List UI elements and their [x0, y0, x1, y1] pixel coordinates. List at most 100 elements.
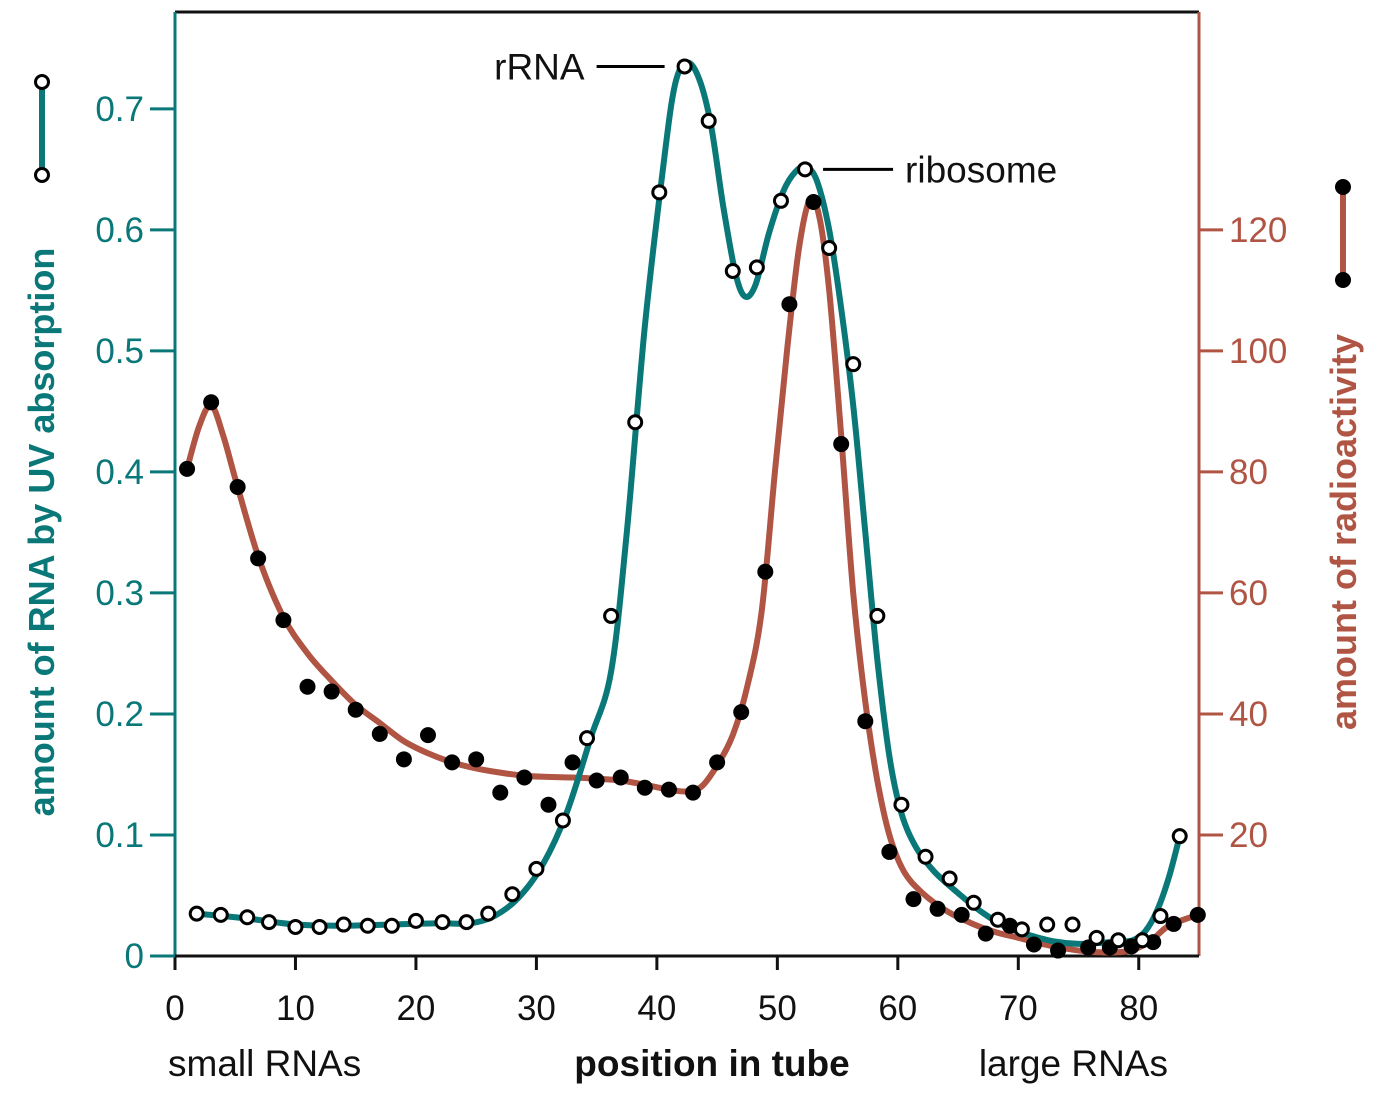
x-tick-label: 30 — [517, 989, 556, 1028]
uv-point — [845, 356, 862, 373]
uv-point — [748, 259, 765, 276]
x-tick-label: 80 — [1119, 989, 1158, 1028]
radioactivity-point — [685, 784, 702, 801]
uv-point — [917, 848, 934, 865]
x-axis-label: position in tube — [574, 1043, 849, 1084]
right-tick-label: 100 — [1229, 332, 1287, 371]
radioactivity-point — [905, 891, 922, 908]
uv-point — [1171, 828, 1188, 845]
radioactivity-point — [516, 769, 533, 786]
uv-point — [821, 240, 838, 256]
radioactivity-point — [733, 704, 750, 721]
legend-radio-marker-top — [1335, 179, 1351, 195]
uv-point — [1039, 916, 1056, 933]
x-note-small-rnas: small RNAs — [168, 1043, 361, 1084]
uv-point — [651, 184, 668, 201]
uv-point — [383, 917, 400, 934]
uv-point — [528, 860, 545, 877]
uv-point — [239, 909, 256, 926]
radioactivity-point — [1189, 906, 1206, 923]
radioactivity-point — [660, 781, 677, 798]
radioactivity-point — [250, 550, 267, 567]
radioactivity-point — [419, 727, 436, 744]
uv-point — [603, 607, 620, 624]
x-tick-label: 60 — [878, 989, 917, 1028]
right-tick-label: 120 — [1229, 211, 1287, 250]
x-axis-ticks: 0 10 20 30 40 50 60 70 80 — [165, 956, 1158, 1028]
radioactivity-point — [757, 563, 774, 580]
uv-point — [1134, 932, 1151, 949]
radioactivity-point — [636, 779, 653, 796]
legend-radioactivity — [1335, 179, 1351, 288]
x-tick-label: 10 — [276, 989, 315, 1028]
uv-point — [627, 414, 644, 431]
radioactivity-point — [492, 784, 509, 801]
radioactivity-point — [203, 394, 220, 411]
uv-point — [458, 914, 475, 931]
right-axis-ticks: 20 40 60 80 100 120 — [1199, 211, 1287, 855]
left-tick-label: 0.4 — [95, 453, 144, 492]
radioactivity-point — [179, 460, 196, 477]
uv-point — [869, 607, 886, 624]
uv-point — [965, 894, 982, 911]
radioactivity-point — [881, 843, 898, 860]
ribosome-label: ribosome — [905, 149, 1057, 190]
x-note-large-rnas: large RNAs — [979, 1043, 1168, 1084]
radioactivity-point — [977, 925, 994, 942]
radioactivity-point — [275, 612, 292, 629]
rrna-label: rRNA — [494, 46, 585, 87]
left-tick-label: 0 — [125, 937, 144, 976]
left-tick-label: 0.7 — [95, 90, 144, 129]
left-tick-label: 0.6 — [95, 211, 144, 250]
radioactivity-point — [540, 796, 557, 813]
uv-point — [724, 262, 741, 279]
uv-point — [407, 912, 424, 929]
uv-point — [480, 905, 497, 922]
radioactivity-point — [299, 678, 316, 695]
uv-point — [893, 796, 910, 813]
uv-point — [1013, 921, 1030, 938]
left-tick-label: 0.2 — [95, 695, 144, 734]
uv-point — [1064, 916, 1081, 933]
uv-point — [772, 192, 789, 209]
radioactivity-point — [929, 900, 946, 917]
legend-uv-marker-bottom — [34, 167, 50, 183]
right-tick-label: 20 — [1229, 816, 1268, 855]
uv-point — [1088, 929, 1105, 946]
uv-point — [212, 906, 229, 923]
radioactivity-point — [1165, 915, 1182, 932]
radioactivity-point — [371, 725, 388, 742]
uv-point — [188, 905, 205, 922]
uv-point — [287, 918, 304, 935]
data-points — [179, 58, 1206, 959]
radioactivity-point — [612, 769, 629, 786]
uv-point — [311, 918, 328, 935]
uv-point — [260, 914, 277, 931]
x-tick-label: 0 — [165, 989, 184, 1028]
radioactivity-point — [1050, 942, 1067, 959]
radioactivity-point — [564, 754, 581, 771]
radioactivity-point — [229, 479, 246, 496]
uv-point — [579, 730, 596, 747]
radioactivity-point — [444, 754, 461, 771]
radioactivity-point — [588, 772, 605, 789]
uv-point — [1152, 908, 1169, 925]
uv-point — [434, 914, 451, 931]
uv-point — [335, 916, 352, 933]
annotations: rRNA ribosome — [494, 46, 1057, 190]
fit-curves — [184, 59, 1199, 956]
left-axis-label: amount of RNA by UV absorption — [21, 248, 62, 817]
right-tick-label: 80 — [1229, 453, 1268, 492]
uv-point — [989, 911, 1006, 928]
right-tick-label: 40 — [1229, 695, 1268, 734]
radioactivity-point — [833, 436, 850, 453]
left-axis-ticks: 0 0.1 0.2 0.3 0.4 0.5 0.6 0.7 — [95, 90, 175, 976]
uv-point — [700, 112, 717, 129]
radioactivity-point — [468, 751, 485, 768]
radioactivity-point — [395, 751, 412, 768]
radioactivity-curve — [184, 195, 1199, 956]
legend-uv-marker-top — [34, 74, 50, 90]
x-tick-label: 50 — [758, 989, 797, 1028]
radioactivity-point — [805, 194, 822, 211]
